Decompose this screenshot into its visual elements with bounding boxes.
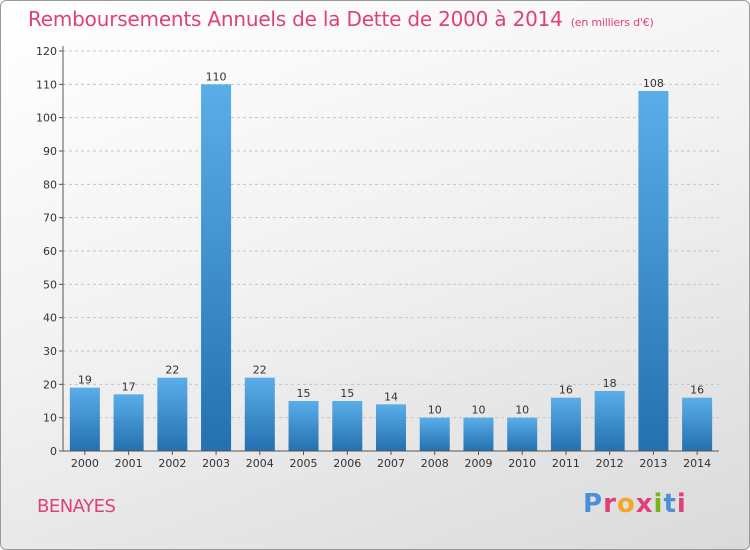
data-label: 110 (206, 70, 227, 83)
bar (113, 394, 144, 451)
chart-title: Remboursements Annuels de la Dette de 20… (28, 7, 654, 31)
x-tick-label: 2005 (290, 457, 318, 470)
bar (550, 397, 581, 451)
logo-letter: i (653, 489, 664, 519)
x-tick-label: 2009 (464, 457, 492, 470)
bar (463, 417, 494, 451)
y-tick-label: 100 (36, 112, 57, 125)
data-label: 17 (122, 380, 136, 393)
data-label: 19 (78, 374, 92, 387)
x-tick-label: 2008 (421, 457, 449, 470)
x-tick-label: 2001 (115, 457, 143, 470)
bar (419, 417, 450, 451)
data-label: 16 (690, 384, 704, 397)
y-tick-label: 50 (43, 278, 57, 291)
y-tick-label: 0 (50, 445, 57, 458)
proxiti-logo: Proxiti (583, 489, 687, 519)
logo-letter: P (583, 489, 604, 519)
data-label: 22 (253, 364, 267, 377)
bar (507, 417, 538, 451)
x-tick-label: 2002 (158, 457, 186, 470)
logo-letter: i (676, 489, 687, 519)
y-tick-label: 10 (43, 412, 57, 425)
bar (594, 391, 625, 451)
x-tick-label: 2010 (508, 457, 536, 470)
bar (288, 401, 319, 451)
bars: 19 17 22 110 22 15 15 14 10 10 10 16 18 108 16 (69, 70, 713, 451)
x-tick-label: 2006 (333, 457, 361, 470)
data-label: 10 (428, 404, 442, 417)
data-label: 18 (603, 377, 617, 390)
bar (638, 91, 669, 451)
logo-letter: r (603, 489, 617, 519)
x-tick-label: 2007 (377, 457, 405, 470)
y-tick-label: 30 (43, 345, 57, 358)
x-tick-label: 2014 (683, 457, 711, 470)
logo-letter: o (616, 489, 636, 519)
x-tick-label: 2000 (71, 457, 99, 470)
data-label: 108 (643, 77, 664, 90)
y-axis: 0 10 20 30 40 50 60 70 80 90 100 110 120 (36, 45, 64, 458)
x-tick-label: 2004 (246, 457, 274, 470)
data-label: 14 (384, 390, 398, 403)
y-tick-label: 120 (36, 45, 57, 58)
data-label: 10 (515, 404, 529, 417)
chart-title-text: Remboursements Annuels de la Dette de 20… (28, 7, 563, 31)
logo-letter: t (663, 489, 677, 519)
bar (69, 387, 100, 451)
data-label: 15 (297, 387, 311, 400)
y-tick-label: 70 (43, 212, 57, 225)
bar (682, 397, 713, 451)
x-tick-label: 2011 (552, 457, 580, 470)
y-tick-label: 40 (43, 312, 57, 325)
y-tick-label: 90 (43, 145, 57, 158)
y-tick-label: 60 (43, 245, 57, 258)
data-label: 22 (165, 364, 179, 377)
x-tick-label: 2012 (596, 457, 624, 470)
bar (332, 401, 363, 451)
data-label: 15 (340, 387, 354, 400)
bar (157, 377, 188, 451)
bar (244, 377, 275, 451)
y-tick-label: 80 (43, 178, 57, 191)
x-tick-label: 2013 (639, 457, 667, 470)
logo-letter: x (635, 489, 654, 519)
y-tick-label: 110 (36, 78, 57, 91)
bar (201, 84, 232, 451)
chart-subtitle: (en milliers d'€) (570, 16, 654, 29)
x-axis: 2000 2001 2002 2003 2004 2005 2006 2007 2008 2009… (63, 450, 719, 470)
commune-name: BENAYES (37, 496, 116, 517)
x-tick-label: 2003 (202, 457, 230, 470)
bar (376, 404, 406, 451)
y-tick-label: 20 (43, 378, 57, 391)
data-label: 16 (559, 384, 573, 397)
data-label: 10 (471, 404, 485, 417)
